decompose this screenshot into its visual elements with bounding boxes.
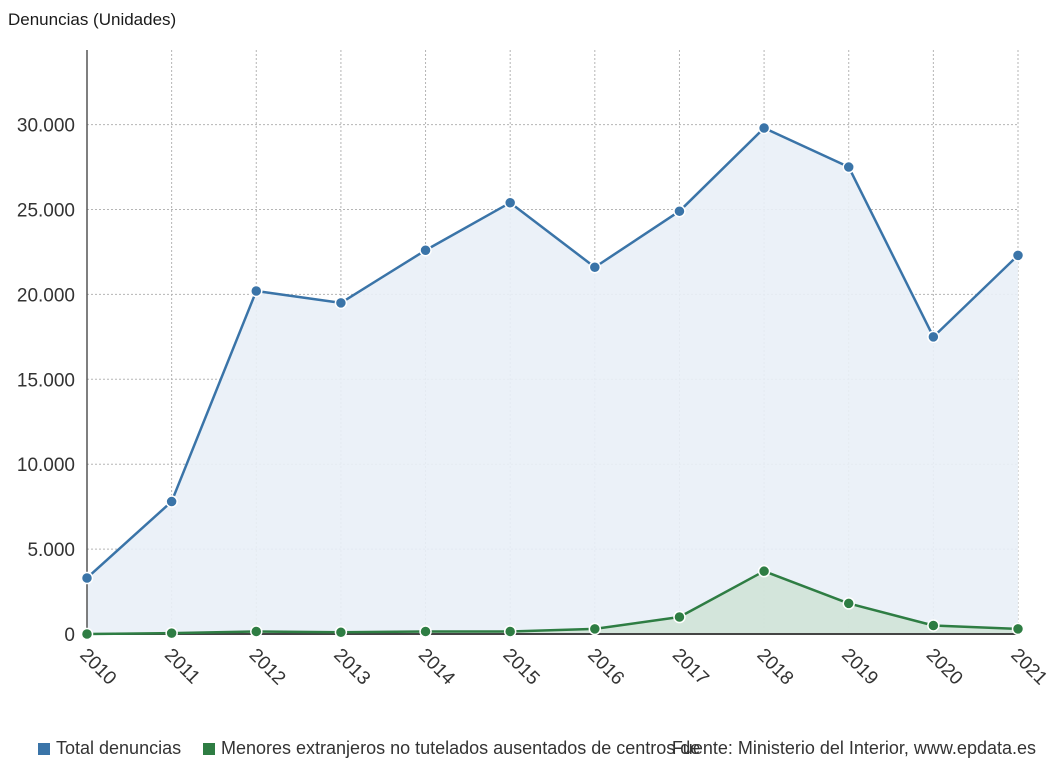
y-tick-labels: 0 5.000 10.000 15.000 20.000 25.000 30.000 bbox=[17, 116, 75, 646]
point-series-1-2015[interactable] bbox=[503, 625, 517, 638]
point-series-1-2010[interactable] bbox=[80, 627, 94, 641]
line-series-0 bbox=[86, 126, 1019, 579]
legend-item-total[interactable]: Total denuncias bbox=[38, 738, 181, 759]
x-tick-label: 2017 bbox=[668, 645, 713, 690]
point-series-1-2012[interactable] bbox=[250, 625, 263, 638]
x-tick-label: 2018 bbox=[753, 645, 798, 690]
point-series-0-2019[interactable] bbox=[842, 160, 855, 174]
x-tick-label: 2021 bbox=[1006, 645, 1048, 690]
x-tick-label: 2020 bbox=[922, 645, 967, 690]
x-tick-label: 2015 bbox=[499, 645, 544, 690]
axes bbox=[86, 50, 1018, 636]
point-series-0-2021[interactable] bbox=[1011, 249, 1025, 262]
point-series-0-2020[interactable] bbox=[927, 330, 940, 344]
series-lines bbox=[86, 126, 1019, 636]
point-series-1-2021[interactable] bbox=[1011, 622, 1025, 636]
y-tick-label: 0 bbox=[64, 625, 75, 646]
x-tick-label: 2016 bbox=[583, 645, 628, 690]
point-series-0-2018[interactable] bbox=[757, 121, 771, 135]
point-series-0-2010[interactable] bbox=[80, 571, 94, 585]
point-series-0-2017[interactable] bbox=[673, 204, 686, 218]
point-series-1-2016[interactable] bbox=[588, 622, 602, 636]
legend-label-total: Total denuncias bbox=[56, 738, 182, 758]
point-series-1-2014[interactable] bbox=[419, 625, 432, 638]
x-tick-label: 2010 bbox=[75, 645, 120, 690]
point-series-0-2013[interactable] bbox=[334, 296, 348, 310]
point-series-1-2018[interactable] bbox=[757, 564, 771, 578]
legend-swatch-menores bbox=[203, 742, 215, 755]
legend-label-menores: Menores extranjeros no tutelados ausenta… bbox=[221, 738, 701, 758]
legend-swatch-total bbox=[38, 742, 50, 755]
point-series-1-2020[interactable] bbox=[927, 619, 940, 632]
x-tick-label: 2011 bbox=[160, 645, 204, 689]
point-series-1-2017[interactable] bbox=[673, 610, 686, 624]
point-series-0-2012[interactable] bbox=[250, 284, 263, 298]
x-tick-label: 2019 bbox=[837, 645, 882, 690]
point-series-0-2016[interactable] bbox=[588, 260, 602, 274]
point-series-1-2011[interactable] bbox=[165, 626, 178, 640]
y-axis-title: Denuncias (Unidades) bbox=[8, 10, 177, 29]
source-text: Fuente: Ministerio del Interior, www.epd… bbox=[671, 738, 1036, 758]
x-tick-labels: 2010 2011 2012 2013 2014 2015 2016 2017 2018 2019… bbox=[75, 645, 1048, 690]
x-tick-label: 2012 bbox=[245, 645, 290, 690]
y-tick-label: 5.000 bbox=[27, 540, 75, 561]
area-series-0 bbox=[87, 127, 1018, 634]
point-series-0-2015[interactable] bbox=[503, 196, 517, 209]
series-points bbox=[80, 121, 1025, 641]
line-series-1 bbox=[86, 569, 1019, 636]
x-tick-label: 2014 bbox=[414, 645, 459, 690]
point-series-0-2014[interactable] bbox=[419, 244, 432, 257]
footer: Total denuncias Menores extranjeros no t… bbox=[0, 738, 1048, 766]
y-tick-label: 20.000 bbox=[17, 285, 75, 306]
legend-item-menores[interactable]: Menores extranjeros no tutelados ausenta… bbox=[203, 738, 700, 759]
point-series-0-2011[interactable] bbox=[165, 495, 178, 508]
point-series-1-2019[interactable] bbox=[842, 597, 855, 610]
x-tick-label: 2013 bbox=[329, 645, 374, 690]
y-tick-label: 15.000 bbox=[17, 370, 75, 391]
y-tick-label: 30.000 bbox=[17, 116, 75, 137]
area-series-1 bbox=[87, 571, 1018, 634]
chart-plot: 0 5.000 10.000 15.000 20.000 25.000 30.000 201… bbox=[17, 50, 1048, 690]
y-tick-label: 10.000 bbox=[17, 455, 75, 476]
point-series-1-2013[interactable] bbox=[334, 626, 348, 639]
y-tick-label: 25.000 bbox=[17, 201, 75, 222]
series-areas bbox=[87, 127, 1018, 634]
